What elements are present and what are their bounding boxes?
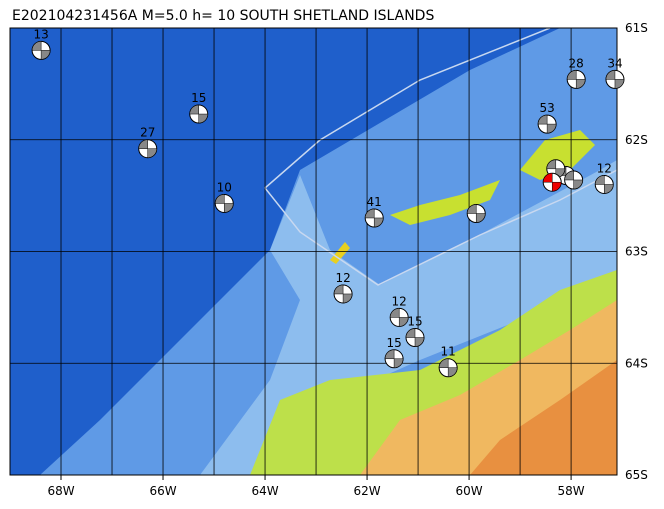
beachball [333,284,353,304]
beachball [564,170,584,190]
lat-label: 63S [625,245,648,259]
depth-label: 34 [607,56,622,70]
depth-label: 10 [217,180,232,194]
beachball [537,114,557,134]
beachball [138,139,158,159]
lon-label: 60W [456,484,483,498]
beachball [542,172,562,192]
map-title: E202104231456A M=5.0 h= 10 SOUTH SHETLAN… [12,8,434,24]
lon-label: 58W [558,484,585,498]
depth-label: 53 [539,101,554,115]
depth-label: 12 [392,294,407,308]
lat-label: 61S [625,21,648,35]
beachball [438,358,458,378]
beachball-quadrant [364,208,384,228]
beachball-quadrant [542,172,562,192]
lat-label: 64S [625,356,648,370]
beachball-quadrant [537,114,557,134]
beachball [405,328,425,348]
depth-label: 12 [597,161,612,175]
beachball [389,307,409,327]
depth-label: 13 [33,27,48,41]
beachball [214,193,234,213]
depth-label: 15 [407,315,422,329]
beachball-quadrant [389,308,409,327]
beachball-quadrant [384,349,404,369]
depth-label: 28 [569,56,584,70]
beachball-quadrant [594,175,614,194]
beachball-quadrant [466,204,486,223]
beachball-quadrant [189,104,208,124]
beachball-quadrant [564,170,583,190]
lon-label: 64W [251,484,278,498]
beachball [605,69,625,89]
depth-label: 12 [335,271,350,285]
beachball [466,204,486,224]
lat-label: 62S [625,133,648,147]
lon-label: 66W [149,484,176,498]
beachball-quadrant [566,70,586,89]
beachball [189,104,209,124]
beachball [566,69,586,89]
depth-label: 15 [386,336,401,350]
beachball-quadrant [438,358,458,377]
depth-label: 27 [140,126,155,140]
beachball [31,40,51,60]
beachball [594,174,614,194]
beachball-quadrant [405,328,425,347]
lat-label: 65S [625,468,648,482]
beachball-quadrant [605,70,625,89]
lon-label: 68W [47,484,74,498]
depth-label: 11 [441,345,456,359]
depth-label: 15 [191,91,206,105]
beachball [384,349,404,369]
depth-label: 41 [367,195,382,209]
beachball [364,208,384,228]
beachball-quadrant [333,284,353,304]
beachball-quadrant [31,41,51,60]
beachball-quadrant [138,139,157,158]
lon-label: 62W [353,484,380,498]
beachball-quadrant [214,194,234,213]
